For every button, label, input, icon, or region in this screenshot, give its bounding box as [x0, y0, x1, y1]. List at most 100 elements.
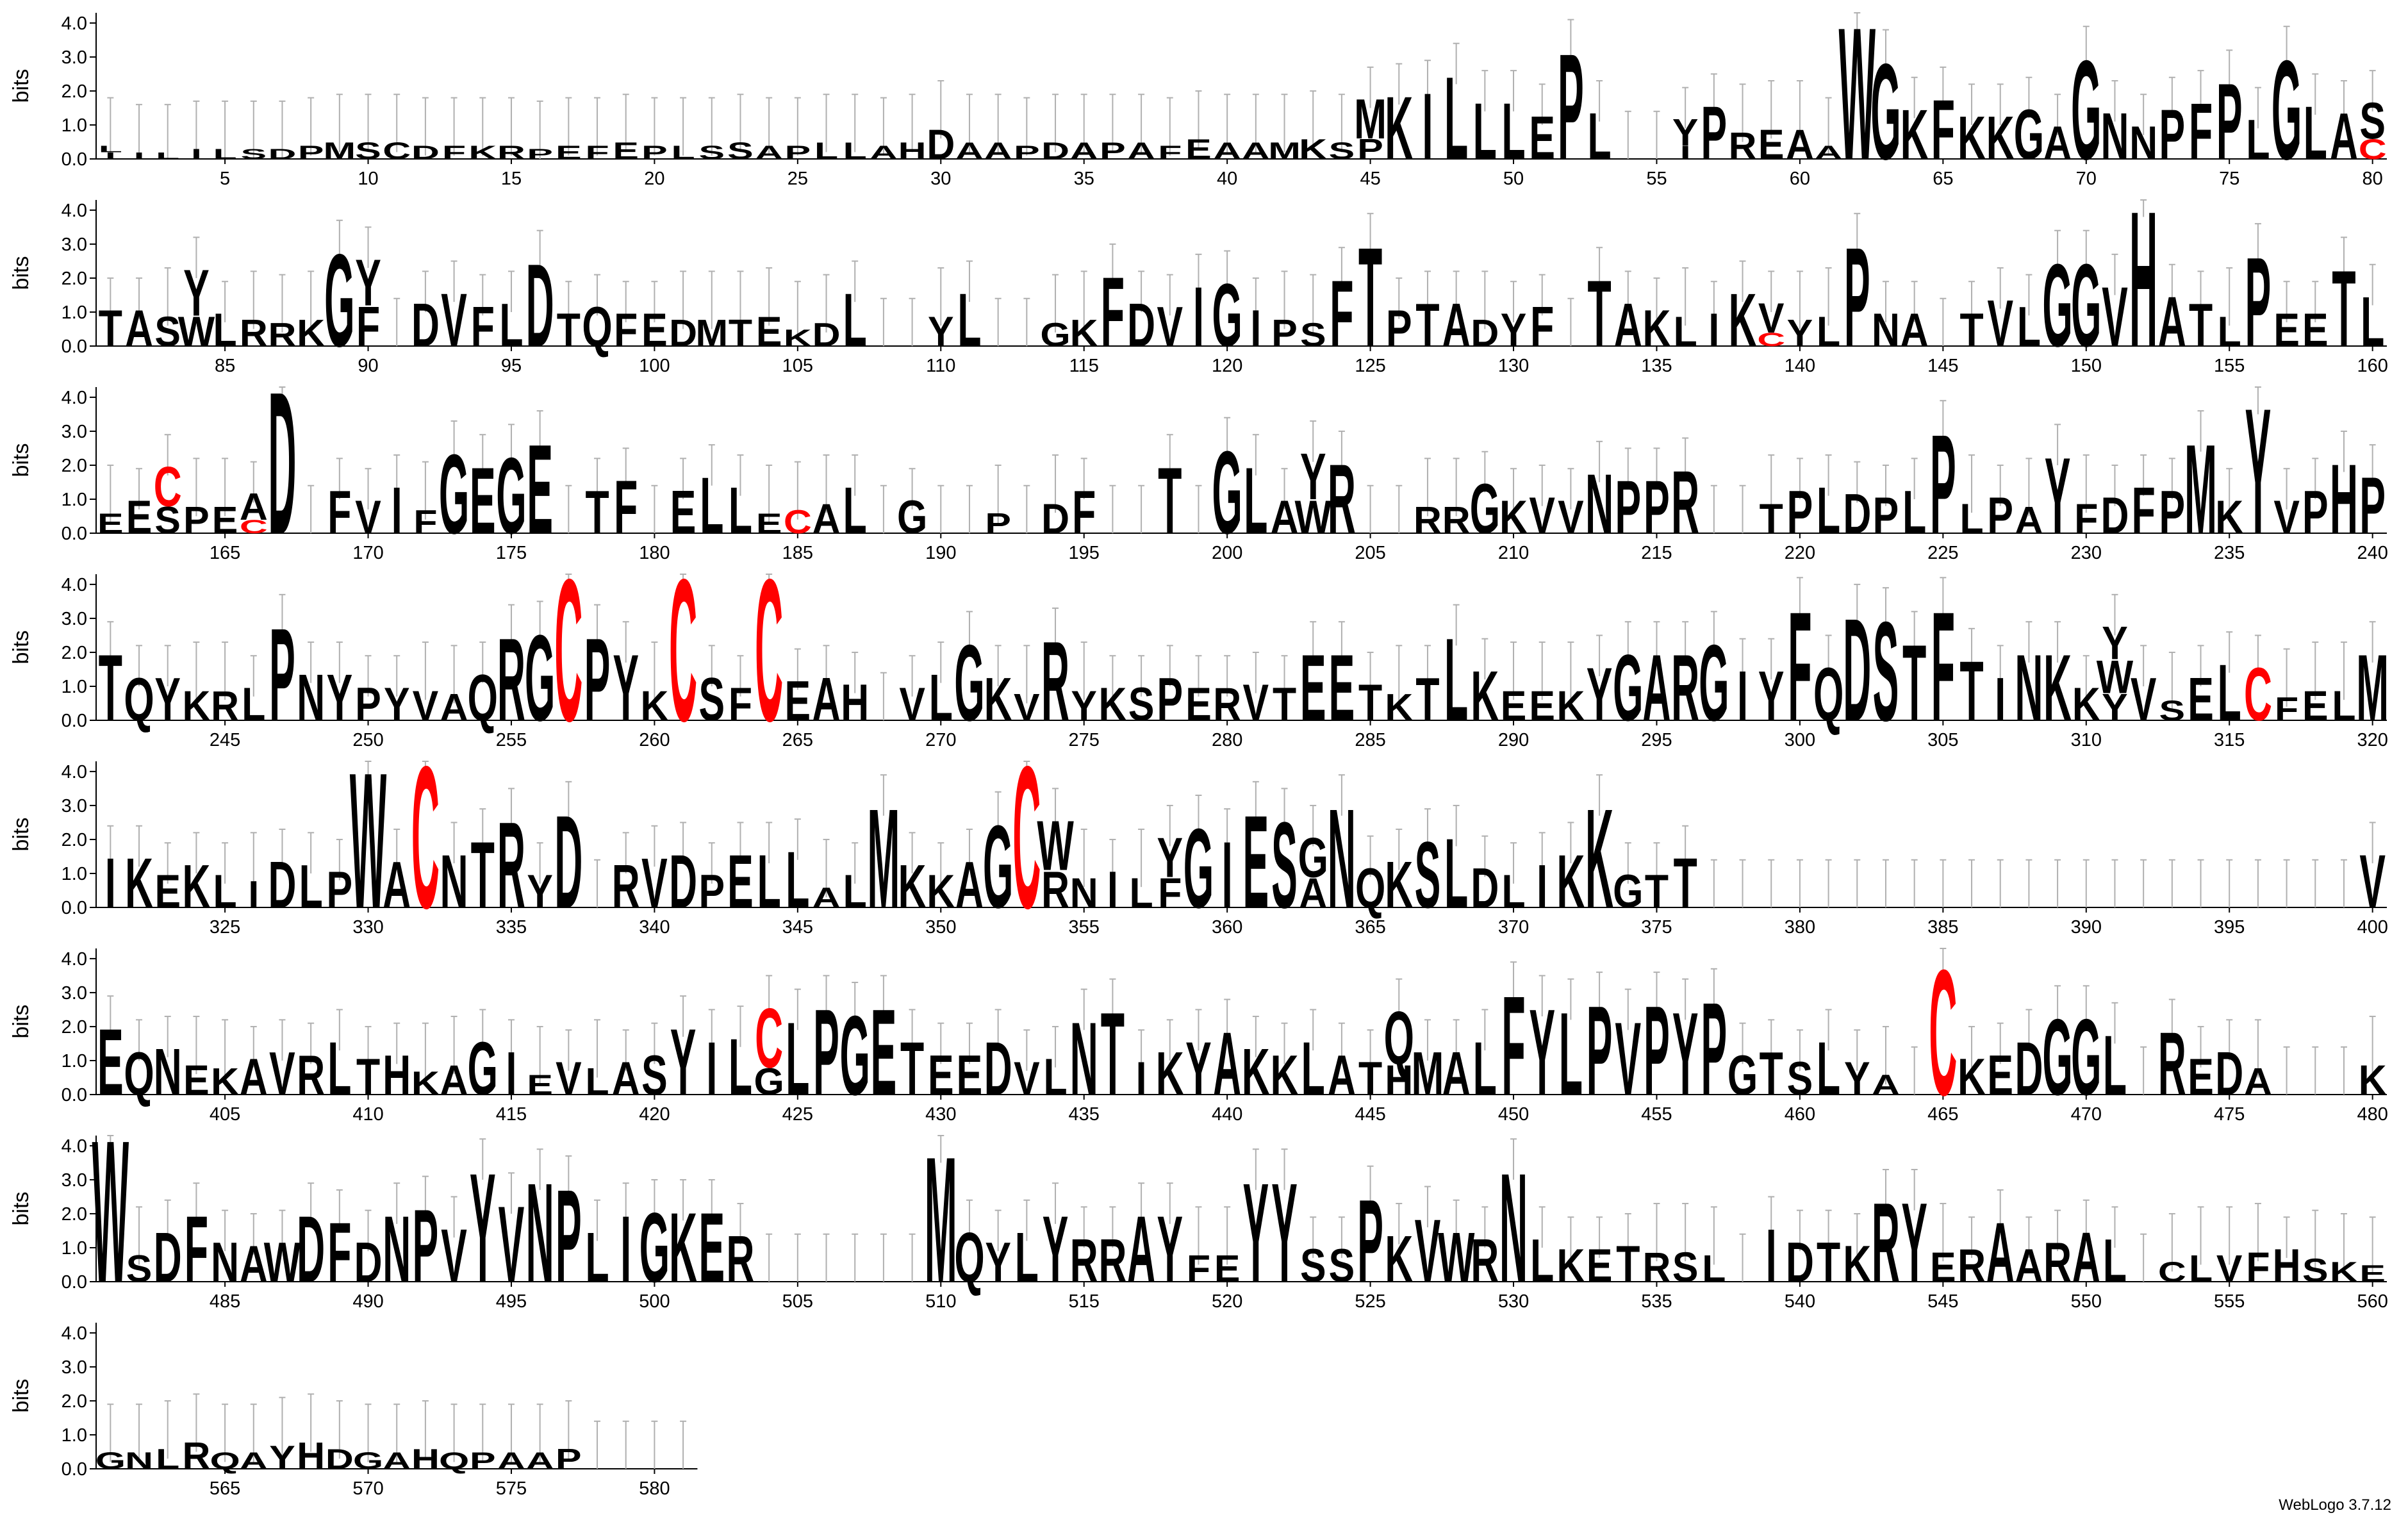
residue-letter: T: [1760, 495, 1783, 543]
x-tick-label: 265: [782, 730, 813, 750]
residue-letter: I: [1537, 852, 1547, 920]
residue-letter: T: [1158, 448, 1182, 554]
residue-letter: R: [1671, 635, 1699, 741]
residue-letter: E: [756, 308, 782, 356]
residue-letter: F: [614, 304, 638, 357]
residue-letter: C: [554, 538, 582, 764]
residue-letter: E: [2359, 1260, 2386, 1287]
residue-letter: M: [1412, 1039, 1444, 1107]
residue-letter: I: [620, 1196, 631, 1302]
residue-letter: K: [1156, 1039, 1184, 1107]
y-tick-label: 3.0: [62, 1357, 87, 1378]
residue-letter: R: [1414, 499, 1442, 542]
x-tick-label: 505: [782, 1291, 813, 1312]
residue-letter: K: [1958, 1048, 1986, 1106]
residue-letter: G: [439, 431, 469, 558]
x-tick-label: 35: [1074, 169, 1094, 189]
residue-letter: A: [1328, 1044, 1356, 1107]
residue-letter: A: [1127, 1196, 1155, 1302]
residue-letter: G: [2071, 240, 2101, 372]
y-tick-label: 4.0: [62, 575, 87, 595]
residue-letter: P: [1100, 137, 1126, 164]
x-tick-label: 460: [1785, 1104, 1815, 1125]
residue-letter: R: [1098, 1226, 1126, 1295]
x-tick-label: 520: [1212, 1291, 1242, 1312]
residue-letter: P: [183, 499, 210, 542]
residue-letter: N: [125, 1447, 153, 1474]
residue-letter: R: [1442, 499, 1471, 542]
residue-letter: C: [240, 517, 268, 538]
residue-letter: T: [1959, 643, 1983, 738]
residue-letter: T: [1616, 1236, 1640, 1293]
x-tick-label: 530: [1498, 1291, 1529, 1312]
y-axis-label: bits: [9, 631, 33, 665]
residue-letter: Y: [384, 679, 410, 731]
residue-letter: W: [350, 733, 387, 949]
residue-letter: T: [1959, 304, 1983, 357]
residue-letter: S: [126, 1248, 153, 1290]
residue-letter: E: [154, 866, 181, 918]
residue-letter: H: [2129, 172, 2157, 388]
residue-letter: D: [411, 142, 440, 163]
residue-letter: Y: [2045, 435, 2071, 556]
residue-letter: P: [327, 861, 353, 919]
residue-letter: A: [1127, 137, 1155, 164]
residue-letter: F: [1158, 870, 1182, 917]
x-tick-label: 90: [358, 356, 378, 376]
residue-letter: Y: [1185, 1026, 1212, 1111]
residue-letter: P: [556, 1444, 582, 1475]
residue-letter: E: [1300, 635, 1326, 741]
residue-letter: N: [1499, 1141, 1528, 1315]
residue-letter: E: [1243, 788, 1269, 936]
residue-letter: A: [2043, 117, 2072, 170]
residue-letter: V: [2273, 492, 2300, 544]
residue-letter: H: [411, 1444, 440, 1475]
residue-letter: R: [268, 316, 297, 353]
residue-letter: R: [211, 682, 239, 730]
residue-letter: P: [2245, 231, 2272, 374]
x-tick-label: 225: [1927, 543, 1958, 563]
y-tick-label: 3.0: [62, 983, 87, 1004]
x-tick-label: 525: [1355, 1291, 1385, 1312]
residue-letter: P: [1014, 142, 1040, 163]
residue-letter: E: [1329, 635, 1355, 741]
x-tick-label: 575: [496, 1478, 527, 1499]
x-tick-label: 70: [2076, 169, 2097, 189]
residue-letter: Y: [985, 1231, 1011, 1295]
residue-letter: D: [411, 290, 440, 359]
residue-letter: F: [2275, 690, 2298, 727]
y-tick-label: 2.0: [62, 643, 87, 663]
residue-letter: N: [211, 1231, 239, 1295]
x-tick-label: 65: [1933, 169, 1953, 189]
residue-letter: R: [182, 1435, 210, 1477]
residue-letter: I: [1995, 665, 2006, 733]
residue-letter: K: [1585, 780, 1613, 938]
residue-letter: T: [471, 822, 495, 928]
residue-letter: K: [1098, 679, 1126, 731]
x-tick-label: 170: [352, 543, 383, 563]
residue-letter: E: [727, 839, 754, 923]
residue-letter: Y: [183, 255, 210, 329]
residue-letter: W: [1438, 1218, 1475, 1297]
residue-letter: H: [383, 1044, 411, 1107]
residue-letter: C: [669, 538, 697, 764]
residue-letter: E: [97, 508, 124, 540]
residue-letter: F: [1072, 477, 1096, 546]
residue-letter: D: [1471, 312, 1499, 354]
x-tick-label: 260: [639, 730, 670, 750]
residue-letter: L: [213, 146, 237, 162]
residue-letter: C: [411, 725, 440, 951]
x-tick-label: 325: [210, 917, 240, 938]
residue-letter: T: [1101, 989, 1125, 1120]
residue-letter: A: [1614, 290, 1642, 359]
residue-letter: V: [499, 1184, 525, 1305]
residue-letter: P: [1987, 487, 2013, 545]
residue-letter: V: [1014, 686, 1040, 729]
y-axis-label: bits: [9, 256, 33, 290]
residue-letter: S: [1329, 137, 1355, 164]
x-tick-label: 450: [1498, 1104, 1529, 1125]
residue-letter: L: [585, 1218, 609, 1297]
residue-letter: E: [1529, 682, 1555, 730]
residue-letter: A: [812, 495, 841, 543]
residue-letter: R: [1041, 861, 1069, 919]
